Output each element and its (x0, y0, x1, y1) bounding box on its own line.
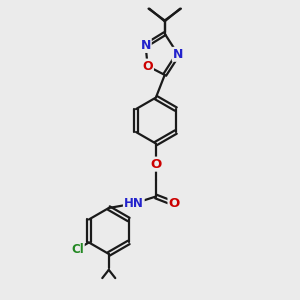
Text: HN: HN (124, 197, 144, 210)
Text: O: O (169, 197, 180, 210)
Text: N: N (140, 39, 151, 52)
Text: O: O (150, 158, 161, 171)
Text: N: N (173, 48, 183, 61)
Text: Cl: Cl (71, 243, 84, 256)
Text: O: O (142, 60, 153, 73)
